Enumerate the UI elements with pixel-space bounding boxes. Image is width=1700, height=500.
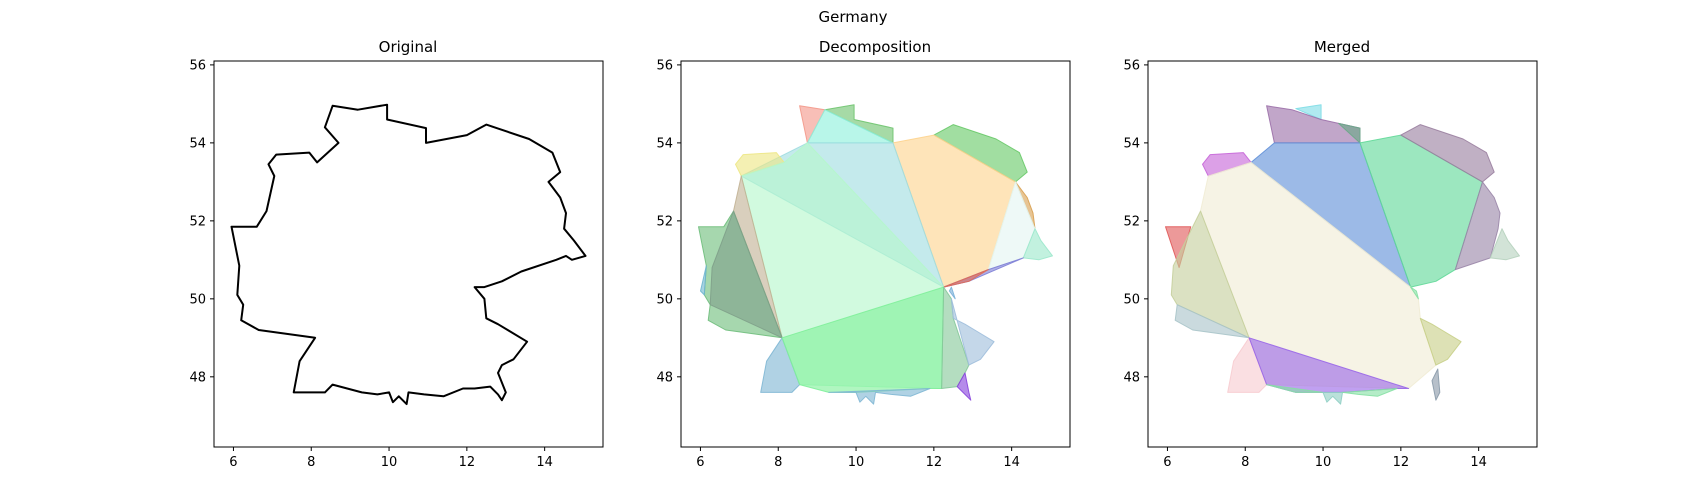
region-polygon [1454, 181, 1501, 271]
y-tick-label: 52 [656, 214, 673, 229]
axes-frame [680, 60, 1071, 448]
y-tick-label: 50 [656, 292, 673, 307]
x-tick-label: 12 [459, 455, 476, 470]
axes-frame [213, 60, 604, 448]
region-polygon [700, 265, 707, 296]
region-polygon [1022, 228, 1053, 261]
region-polygon [1174, 304, 1250, 339]
x-tick-label: 12 [1393, 455, 1410, 470]
axes-frame [1147, 60, 1538, 448]
x-tick-label: 8 [1241, 455, 1249, 470]
y-tick-label: 52 [1123, 214, 1140, 229]
panel-decomposition: Decomposition 6 8 10 12 14 48 50 52 54 56 [656, 38, 1071, 470]
x-tick-label: 14 [1470, 455, 1487, 470]
region-polygon [735, 152, 785, 177]
panel-original: Original 6 8 10 12 14 48 50 52 54 56 [189, 38, 604, 470]
region-polygon [1489, 228, 1520, 261]
panel-title-original: Original [379, 38, 438, 56]
region-polygon [1322, 391, 1343, 405]
panel-title-decomposition: Decomposition [819, 38, 931, 56]
region-polygon [1338, 122, 1361, 144]
y-tick-label: 54 [189, 136, 206, 151]
x-tick-label: 10 [848, 455, 865, 470]
y-tick-label: 48 [656, 370, 673, 385]
plot-area-original [230, 103, 587, 406]
y-tick-label: 56 [656, 58, 673, 73]
y-tick-label: 54 [1123, 136, 1140, 151]
y-tick-label: 54 [656, 136, 673, 151]
region-polygon [1410, 286, 1419, 300]
region-polygon [1295, 104, 1322, 120]
x-tick-label: 12 [926, 455, 943, 470]
panel-title-merged: Merged [1314, 38, 1370, 56]
x-tick-label: 6 [696, 455, 704, 470]
y-tick-label: 52 [189, 214, 206, 229]
region-polygon [1419, 317, 1462, 366]
region-polygon [1266, 384, 1324, 393]
panel-merged: Merged 6 8 10 12 14 48 50 52 54 56 [1123, 38, 1538, 470]
x-tick-label: 10 [381, 455, 398, 470]
region-polygon [1202, 152, 1252, 177]
x-tick-label: 6 [1163, 455, 1171, 470]
x-tick-label: 10 [1315, 455, 1332, 470]
x-tick-label: 8 [307, 455, 315, 470]
germany-outline [230, 103, 587, 406]
region-polygon [1342, 388, 1398, 397]
y-tick-label: 50 [189, 292, 206, 307]
y-tick-label: 50 [1123, 292, 1140, 307]
x-tick-label: 8 [774, 455, 782, 470]
region-polygon [1431, 368, 1441, 401]
region-polygon [956, 372, 972, 401]
figure-title: Germany [819, 8, 888, 26]
x-tick-label: 6 [229, 455, 237, 470]
y-tick-label: 56 [1123, 58, 1140, 73]
plot-area-merged [1165, 104, 1520, 405]
y-tick-label: 48 [189, 370, 206, 385]
region-polygon [948, 286, 956, 300]
region-polygon [828, 388, 931, 405]
region-polygon [709, 210, 783, 339]
plot-area-decomposition [698, 104, 1053, 405]
region-polygon [950, 298, 995, 366]
y-tick-label: 48 [1123, 370, 1140, 385]
y-tick-label: 56 [189, 58, 206, 73]
region-polygon [943, 269, 989, 288]
region-polygon [1170, 210, 1250, 339]
x-tick-label: 14 [1003, 455, 1020, 470]
x-tick-label: 14 [536, 455, 553, 470]
